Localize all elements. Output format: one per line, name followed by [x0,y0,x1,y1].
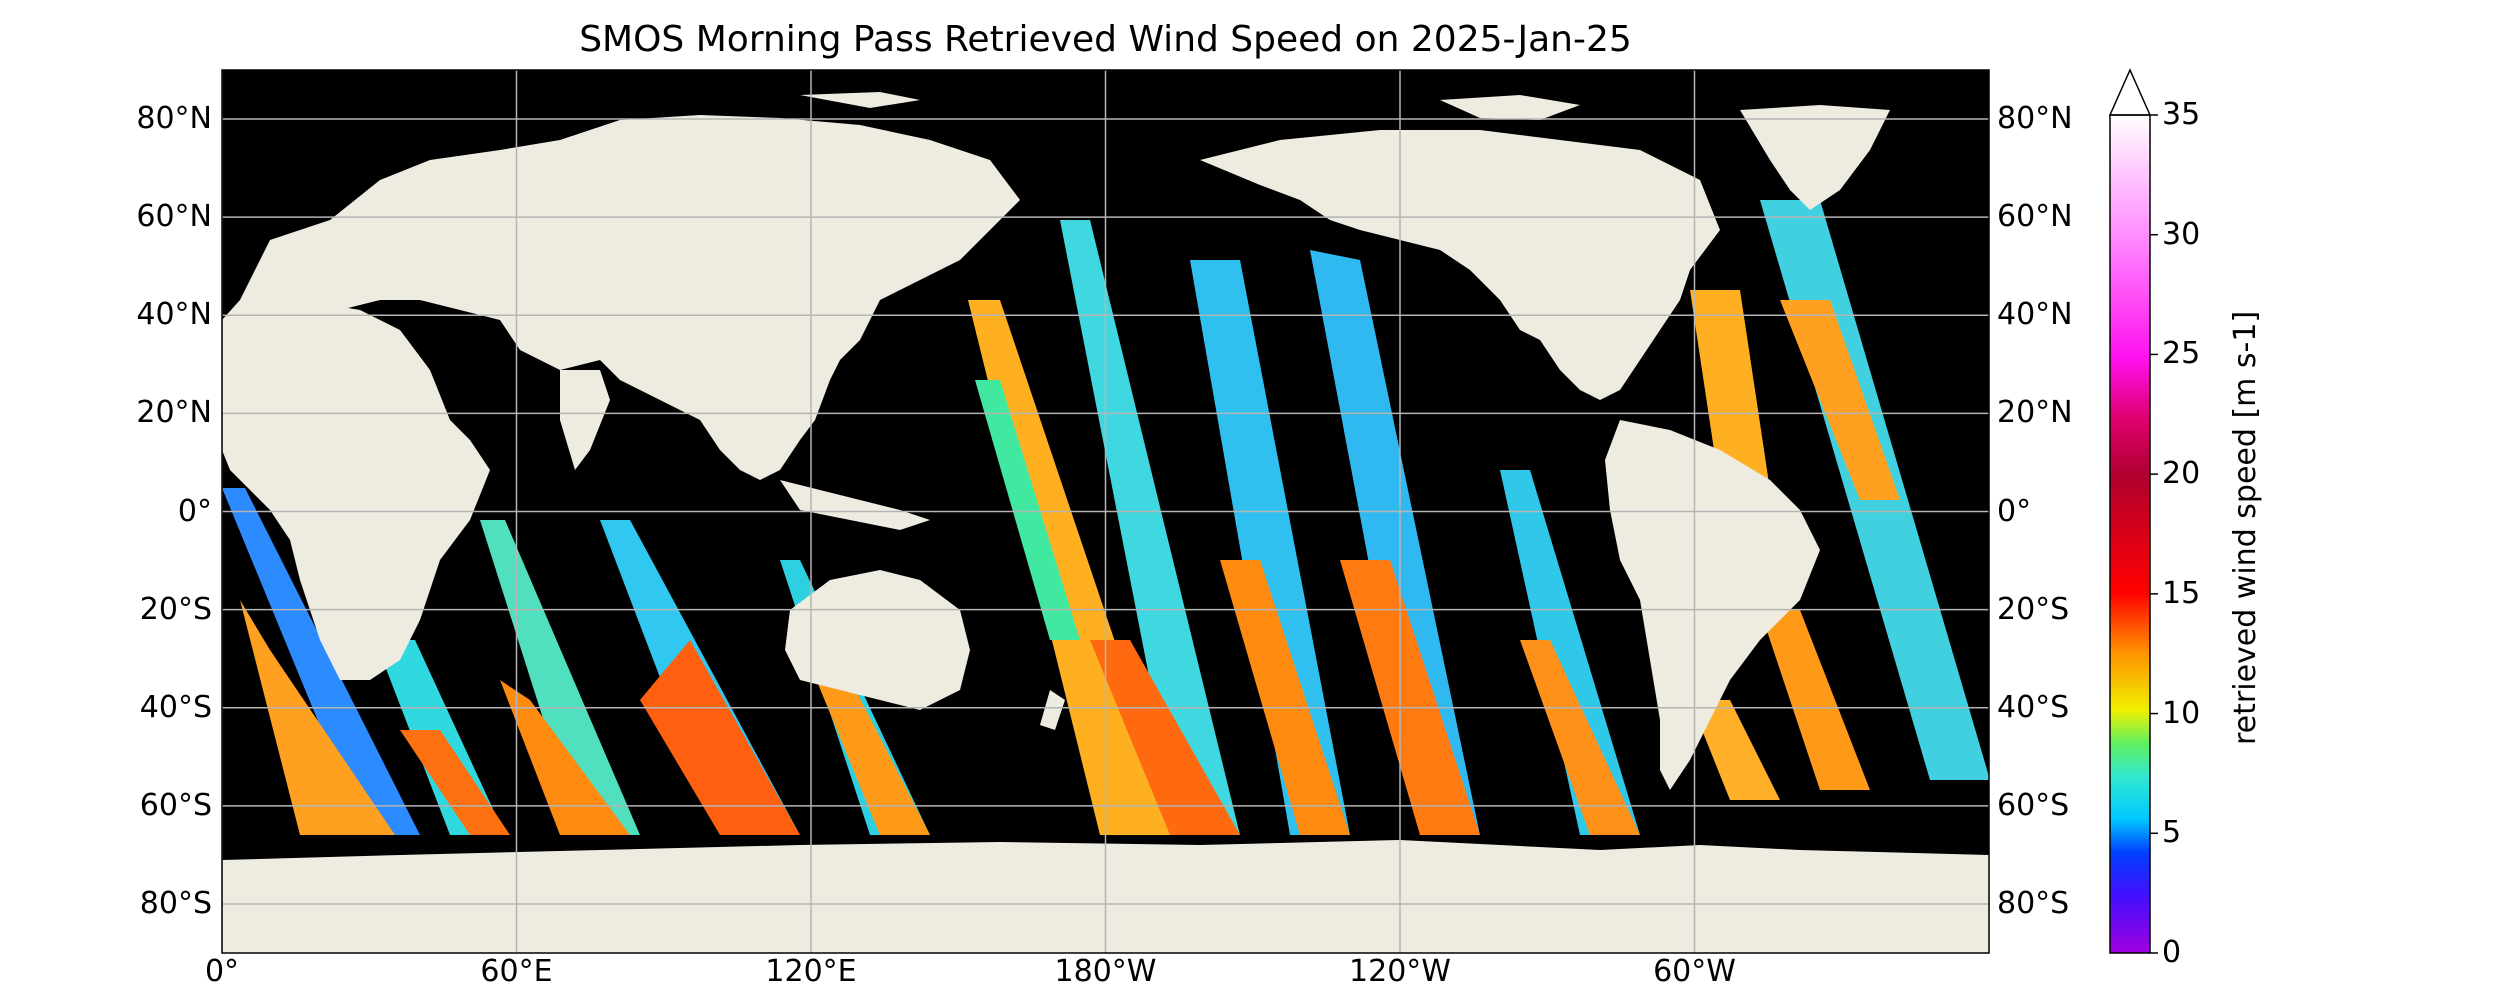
lat-tick-label-right: 60°S [1997,787,2070,823]
lat-tick-label-right: 60°N [1997,199,2073,235]
map-title: SMOS Morning Pass Retrieved Wind Speed o… [579,19,1632,60]
gridlines [222,70,1989,953]
australia-land [785,570,970,710]
lon-tick-label: 60°E [480,954,553,989]
lon-tick-label: 0° [204,954,240,989]
colorbar-label: retrieved wind speed [m s-1] [2228,310,2263,745]
lon-tick-label: 120°E [765,954,857,989]
swath [1760,610,1870,790]
swath [1090,640,1240,835]
colorbar [2108,68,2158,954]
lat-tick-label-right: 40°S [1997,689,2070,725]
lon-tick-label: 120°W [1349,954,1451,989]
eurasia-land [240,115,1020,480]
lat-tick-label-left: 20°S [139,591,212,627]
colorbar-tick-label: 0 [2162,935,2182,970]
lon-tick-label: 180°W [1054,954,1157,989]
lat-tick-label-left: 60°N [136,199,212,235]
swath [640,640,800,835]
swath [1190,260,1350,835]
colorbar-tick-label: 25 [2162,336,2201,372]
swath [480,520,640,835]
map-frame [221,69,1990,954]
lat-tick-label-right: 20°N [1997,395,2073,431]
colorbar-tick-label: 5 [2162,815,2182,851]
swath [1780,300,1900,500]
land [222,92,1989,953]
arctic-islands-land [1440,95,1580,120]
colorbar-frame [2109,114,2151,954]
lat-tick-label-left: 80°N [136,101,212,137]
lat-tick-label-left: 40°N [136,297,212,333]
wind-swaths [222,200,1989,835]
lat-tick-label-right: 20°S [1997,591,2070,627]
colorbar-tick-label: 15 [2162,575,2201,611]
lat-tick-label-right: 80°S [1997,885,2070,921]
swath [1310,250,1480,835]
swath [1690,290,1770,490]
lat-tick-label-right: 80°N [1997,101,2073,137]
swath [1520,640,1640,835]
south-america-land [1605,420,1820,790]
swath [800,640,930,835]
colorbar-extend-arrow [2108,68,2152,116]
north-america-land [1200,130,1720,400]
lat-tick-label-left: 60°S [139,787,212,823]
greenland-land [1740,105,1890,210]
india-land [560,370,610,470]
lat-tick-label-left: 80°S [139,885,212,921]
colorbar-tick-label: 10 [2162,695,2201,731]
swath [1220,560,1350,835]
swath [240,600,395,835]
colorbar-gradient [2110,115,2150,953]
colorbar-tick-label: 20 [2162,456,2201,492]
lon-tick-label: 60°W [1653,954,1736,989]
swath [500,680,630,835]
africa-land [222,300,490,680]
swath [400,730,510,835]
swath [1340,560,1480,835]
lat-tick-label-right: 0° [1997,493,2032,529]
arctic-islands-land [800,92,920,108]
colorbar-tick-label: 30 [2162,216,2201,252]
lat-tick-label-left: 20°N [136,395,212,431]
indonesia-land [780,480,930,530]
swath [1500,470,1640,835]
lat-tick-label-right: 40°N [1997,297,2073,333]
swath [222,488,420,835]
lat-tick-label-left: 40°S [139,689,212,725]
new-zealand-land [1040,690,1065,730]
lat-tick-label-left: 0° [177,493,212,529]
swath [975,380,1080,640]
swath [1690,700,1780,800]
colorbar-tick-label: 35 [2162,97,2201,132]
